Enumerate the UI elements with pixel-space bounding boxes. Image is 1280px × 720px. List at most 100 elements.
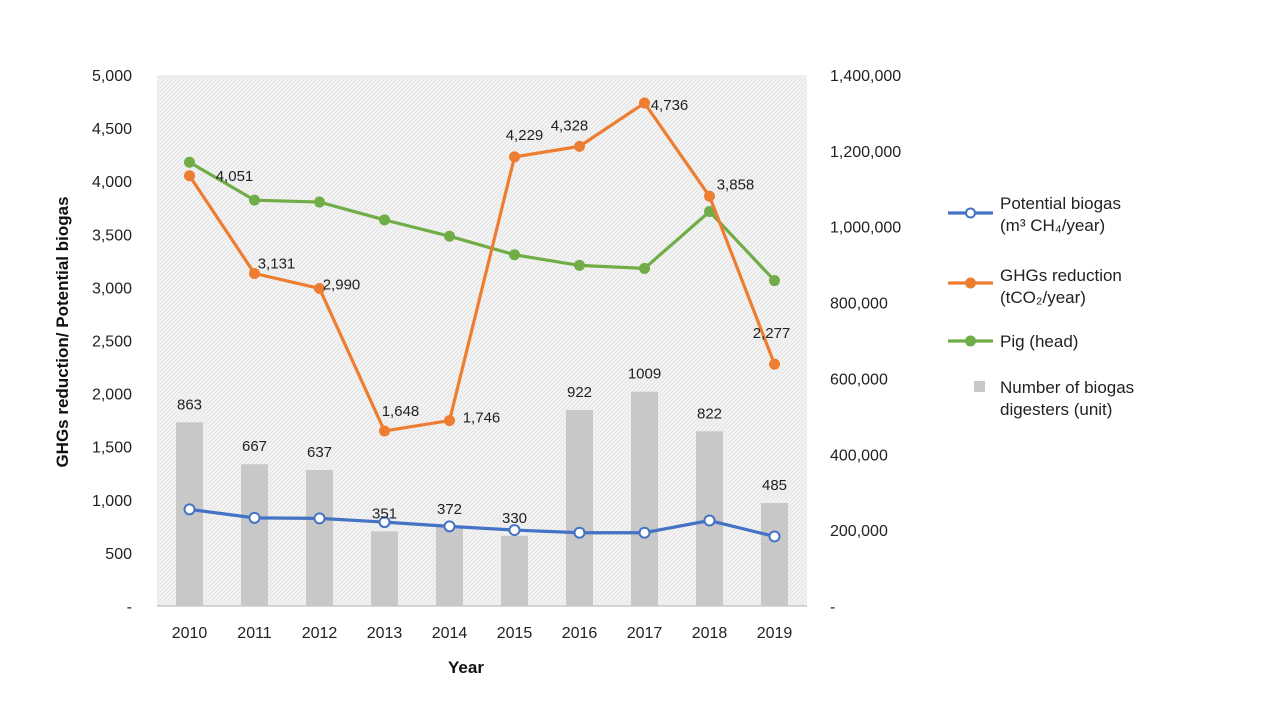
potential-biogas-point <box>508 524 521 537</box>
ghg-data-label: 2,990 <box>323 276 361 293</box>
pig-point <box>379 214 390 226</box>
pig-point <box>184 156 195 168</box>
ghg-reduction-point <box>574 140 585 152</box>
ghg-reduction-point <box>314 282 325 294</box>
y-left-tick-label: 4,500 <box>92 121 132 138</box>
y-left-tick-label: 1,000 <box>92 493 132 510</box>
y-left-tick-label: - <box>127 599 132 616</box>
ghg-data-label: 4,051 <box>216 168 254 185</box>
digesters-legend-swatch <box>974 381 985 392</box>
potential-biogas-point <box>638 526 651 539</box>
potential-biogas-legend-label: Potential biogas (m³ CH₄/year) <box>1000 194 1121 235</box>
ghg-data-label: 1,746 <box>463 410 501 427</box>
ghg-reduction-point <box>704 190 715 202</box>
y-right-tick-label: 1,000,000 <box>830 220 901 237</box>
ghg-data-label: 3,858 <box>717 176 755 193</box>
y-right-tick-label: 200,000 <box>830 523 888 540</box>
potential-biogas-point <box>703 514 716 527</box>
ghg-data-label: 1,648 <box>382 403 420 420</box>
ghg-data-label: 4,736 <box>651 97 689 114</box>
ghg-reduction-point <box>509 151 520 163</box>
x-tick-label: 2012 <box>302 625 338 642</box>
bar-data-label: 351 <box>372 505 397 522</box>
y-right-tick-label: - <box>830 599 835 616</box>
potential-biogas-point <box>248 511 261 524</box>
bar-data-label: 863 <box>177 396 202 413</box>
potential-biogas-point <box>768 530 781 543</box>
x-tick-label: 2011 <box>237 625 272 642</box>
bar-data-label: 485 <box>762 477 787 494</box>
pig-point <box>249 194 260 206</box>
pig-point <box>639 262 650 274</box>
ghg-data-label: 4,328 <box>551 117 589 134</box>
potential-biogas-point <box>443 520 456 533</box>
x-tick-label: 2015 <box>497 625 533 642</box>
ghg-data-label: 4,229 <box>506 127 544 144</box>
potential-biogas-legend-marker <box>965 207 976 219</box>
pig-point <box>444 230 455 242</box>
y-left-tick-label: 5,000 <box>92 68 132 85</box>
bar-data-label: 922 <box>567 384 592 401</box>
y-left-tick-label: 3,500 <box>92 227 132 244</box>
bar-data-label: 822 <box>697 405 722 422</box>
bar-data-label: 637 <box>307 444 332 461</box>
y-right-tick-label: 1,400,000 <box>830 68 901 85</box>
bar-digesters <box>306 470 333 606</box>
bar-digesters <box>241 464 268 606</box>
pig-legend-marker <box>965 335 976 347</box>
y-right-tick-label: 600,000 <box>830 371 888 388</box>
x-tick-label: 2014 <box>432 625 468 642</box>
potential-biogas-point <box>313 512 326 525</box>
ghg-data-label: 2,277 <box>753 325 791 342</box>
y-right-tick-label: 800,000 <box>830 296 888 313</box>
pig-legend-label: Pig (head) <box>1000 332 1078 351</box>
ghg-reduction-point <box>769 358 780 370</box>
ghg-reduction-point <box>184 170 195 182</box>
pig-point <box>509 249 520 261</box>
ghg-reduction-point <box>379 425 390 437</box>
y-left-tick-label: 3,000 <box>92 280 132 297</box>
pig-line <box>188 160 776 282</box>
bar-digesters <box>761 502 788 606</box>
potential-biogas-point <box>378 516 391 529</box>
x-tick-label: 2013 <box>367 625 403 642</box>
y-left-tick-label: 500 <box>105 546 132 563</box>
bar-digesters <box>566 410 593 606</box>
bar-data-label: 1009 <box>628 366 661 383</box>
potential-biogas-line <box>189 507 775 538</box>
bar-data-label: 667 <box>242 438 267 455</box>
pig-point <box>314 196 325 208</box>
x-tick-label: 2016 <box>562 625 598 642</box>
y-left-tick-label: 2,500 <box>92 334 132 351</box>
ghg-reduction-point <box>444 415 455 427</box>
bar-data-label: 372 <box>437 501 462 518</box>
ghg-reduction-legend-marker <box>965 277 976 289</box>
bar-digesters <box>501 535 528 606</box>
x-tick-label: 2018 <box>692 625 728 642</box>
x-tick-label: 2017 <box>627 625 663 642</box>
ghg-reduction-point <box>249 267 260 279</box>
digesters-legend-label: Number of biogas digesters (unit) <box>1000 378 1134 419</box>
pig-point <box>574 259 585 271</box>
potential-biogas-point <box>573 526 586 539</box>
y-left-tick-label: 1,500 <box>92 440 132 457</box>
ghg-data-label: 3,131 <box>258 255 296 272</box>
ghg-reduction-point <box>639 97 650 109</box>
x-tick-label: 2010 <box>172 625 208 642</box>
y-axis-left-title: GHGs reduction/ Potential biogas <box>53 196 72 467</box>
ghg-reduction-legend-label: GHGs reduction (tCO₂/year) <box>1000 266 1122 307</box>
y-left-tick-label: 2,000 <box>92 387 132 404</box>
pig-point <box>769 275 780 287</box>
bar-digesters <box>631 391 658 606</box>
y-left-tick-label: 4,000 <box>92 174 132 191</box>
potential-biogas-point <box>183 503 196 516</box>
y-right-tick-label: 1,200,000 <box>830 144 901 161</box>
bar-data-label: 330 <box>502 510 527 527</box>
ghg-reduction-line <box>188 101 776 433</box>
bar-digesters <box>436 526 463 606</box>
x-tick-label: 2019 <box>757 625 793 642</box>
y-right-tick-label: 400,000 <box>830 447 888 464</box>
bar-digesters <box>371 531 398 606</box>
x-axis-title: Year <box>448 658 484 677</box>
